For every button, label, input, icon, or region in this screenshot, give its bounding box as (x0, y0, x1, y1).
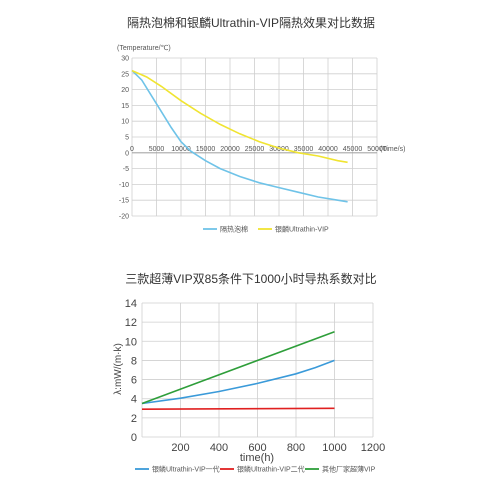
y-tick-label: 30 (121, 56, 129, 63)
y-tick-label: 25 (121, 71, 129, 78)
y-tick-label: 8 (131, 355, 137, 367)
chart-temperature: 隔热泡棉和银麟Ultrathin-VIP隔热效果对比数据 (Temperature… (117, 15, 405, 234)
x-tick-label: 1200 (361, 442, 385, 454)
chart-title: 三款超薄VIP双85条件下1000小时导热系数对比 (125, 271, 376, 286)
y-tick-label: 15 (121, 103, 129, 110)
y-tick-label: 0 (125, 150, 129, 157)
series-line-1 (131, 70, 348, 203)
x-tick-label: 35000 (294, 146, 314, 153)
x-tick-label: 30000 (269, 146, 289, 153)
x-tick-label: 200 (171, 442, 189, 454)
x-tick-label: 25000 (245, 146, 265, 153)
y-tick-label: -10 (119, 182, 129, 189)
x-tick-label: 0 (130, 146, 134, 153)
x-tick-label: 800 (287, 442, 305, 454)
x-axis-label: (Time/s) (380, 146, 405, 153)
series-line-1 (141, 359, 335, 405)
series-line-3 (141, 330, 335, 405)
y-tick-label: 6 (131, 375, 137, 387)
chart-title: 隔热泡棉和银麟Ultrathin-VIP隔热效果对比数据 (127, 15, 375, 30)
y-axis-label: λ:mW/(m·k) (113, 343, 124, 395)
y-tick-label: 4 (131, 394, 137, 406)
x-tick-label: 5000 (149, 146, 165, 153)
y-tick-label: 2 (131, 413, 137, 425)
legend-label-3: 其他厂家超薄VIP (322, 465, 376, 474)
x-tick-label: 45000 (343, 146, 363, 153)
chart-thermal-conductivity: 三款超薄VIP双85条件下1000小时导热系数对比 0 2 4 6 8 10 12 14 200 4… (113, 271, 385, 474)
y-tick-label: 20 (121, 87, 129, 94)
y-tick-label: 0 (131, 432, 137, 444)
y-tick-label: -15 (119, 198, 129, 205)
x-axis-label: time(h) (240, 452, 274, 464)
series-line-2 (141, 407, 335, 410)
x-tick-label: 1000 (322, 442, 346, 454)
y-tick-label: 10 (125, 336, 137, 348)
x-tick-label: 50000 (367, 146, 387, 153)
legend-label-1: 隔热泡棉 (220, 225, 248, 234)
y-axis-label: (Temperature/℃) (117, 45, 171, 52)
x-tick-label: 40000 (318, 146, 338, 153)
y-tick-label: 5 (125, 135, 129, 142)
x-tick-label: 15000 (196, 146, 216, 153)
y-tick-label: -20 (119, 214, 129, 221)
y-tick-label: 14 (125, 298, 137, 310)
series-line-2 (131, 69, 348, 164)
y-tick-label: 12 (125, 317, 137, 329)
x-tick-label: 600 (248, 442, 266, 454)
x-tick-label: 10000 (171, 146, 191, 153)
legend-label-1: 银鳞Ultrathin-VIP一代 (152, 465, 220, 474)
legend-label-2: 银麟Ultrathin-VIP (275, 225, 329, 234)
y-tick-label: -5 (123, 166, 129, 173)
x-tick-label: 20000 (220, 146, 240, 153)
legend-label-2: 银鳞Ultrathin-VIP二代 (237, 465, 305, 474)
y-tick-label: 10 (121, 119, 129, 126)
x-tick-label: 400 (210, 442, 228, 454)
